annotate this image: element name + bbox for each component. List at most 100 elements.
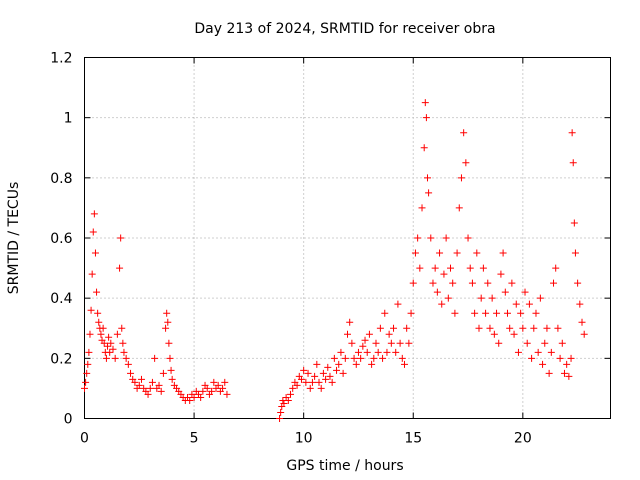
data-point — [436, 249, 444, 257]
data-point — [104, 342, 112, 350]
data-point — [131, 378, 139, 386]
data-point — [484, 279, 492, 287]
data-point — [315, 378, 323, 386]
data-point — [528, 354, 536, 362]
data-point — [567, 354, 575, 362]
data-point — [148, 378, 156, 386]
data-point — [455, 204, 463, 212]
data-point — [363, 348, 371, 356]
plot-frame — [84, 57, 611, 419]
data-point — [339, 369, 347, 377]
data-point — [102, 354, 110, 362]
data-point — [109, 345, 117, 353]
data-point — [501, 288, 509, 296]
data-point — [210, 378, 218, 386]
data-point — [385, 330, 393, 338]
data-point — [460, 129, 468, 137]
data-point — [276, 415, 284, 422]
data-point — [221, 378, 229, 386]
data-point — [157, 387, 165, 395]
data-point — [444, 294, 452, 302]
data-point — [105, 333, 113, 341]
data-point — [411, 249, 419, 257]
data-point — [563, 360, 571, 368]
data-point — [359, 342, 367, 350]
data-point — [550, 279, 558, 287]
data-point — [521, 288, 529, 296]
data-point — [151, 354, 159, 362]
data-point — [287, 390, 295, 398]
data-point — [111, 354, 119, 362]
data-point — [97, 330, 105, 338]
y-tick-label: 0 — [64, 412, 73, 428]
data-point — [93, 288, 101, 296]
data-point — [423, 174, 431, 182]
data-point — [442, 234, 450, 242]
data-point — [300, 366, 308, 374]
data-point — [199, 387, 207, 395]
data-point — [499, 249, 507, 257]
data-point — [495, 339, 503, 347]
data-point — [94, 309, 102, 317]
data-point — [308, 378, 316, 386]
data-point — [576, 300, 584, 308]
data-point — [219, 384, 227, 392]
data-point — [409, 279, 417, 287]
data-point — [440, 270, 448, 278]
data-point — [431, 264, 439, 272]
data-point — [519, 324, 527, 332]
data-point — [405, 339, 413, 347]
data-point — [293, 381, 301, 389]
data-point — [159, 369, 167, 377]
data-point — [214, 381, 222, 389]
data-point — [337, 348, 345, 356]
data-point — [376, 324, 384, 332]
x-tick-label: 0 — [80, 431, 89, 447]
data-point — [164, 318, 172, 326]
data-point — [525, 300, 533, 308]
data-point — [118, 324, 126, 332]
data-point — [144, 390, 152, 398]
data-point — [418, 204, 426, 212]
data-point — [326, 372, 334, 380]
data-point — [554, 324, 562, 332]
data-point — [394, 300, 402, 308]
data-point — [167, 366, 175, 374]
data-point — [457, 174, 465, 182]
data-point — [354, 348, 362, 356]
data-point — [565, 372, 573, 380]
data-point — [95, 318, 103, 326]
x-tick-label: 20 — [514, 431, 532, 447]
data-point — [330, 354, 338, 362]
data-point — [578, 318, 586, 326]
data-point — [400, 360, 408, 368]
data-point — [420, 144, 428, 152]
data-point — [438, 300, 446, 308]
data-point — [107, 339, 115, 347]
data-point — [523, 339, 531, 347]
data-point — [113, 330, 121, 338]
data-point — [84, 360, 92, 368]
data-point — [488, 294, 496, 302]
data-point — [510, 330, 518, 338]
data-point — [328, 378, 336, 386]
data-point — [119, 339, 127, 347]
data-point — [306, 384, 314, 392]
x-axis: 0 5 10 15 20 — [80, 57, 532, 447]
data-point — [512, 300, 520, 308]
x-tick-label: 10 — [295, 431, 313, 447]
data-point — [506, 324, 514, 332]
data-point — [374, 348, 382, 356]
data-point — [514, 348, 522, 356]
data-point — [552, 264, 560, 272]
data-point — [560, 369, 568, 377]
data-point — [127, 369, 135, 377]
data-point — [372, 339, 380, 347]
y-axis-label: SRMTID / TECUs — [6, 182, 22, 295]
data-point — [447, 264, 455, 272]
data-point — [422, 114, 430, 122]
data-point — [532, 309, 540, 317]
data-point — [414, 234, 422, 242]
data-point — [453, 249, 461, 257]
